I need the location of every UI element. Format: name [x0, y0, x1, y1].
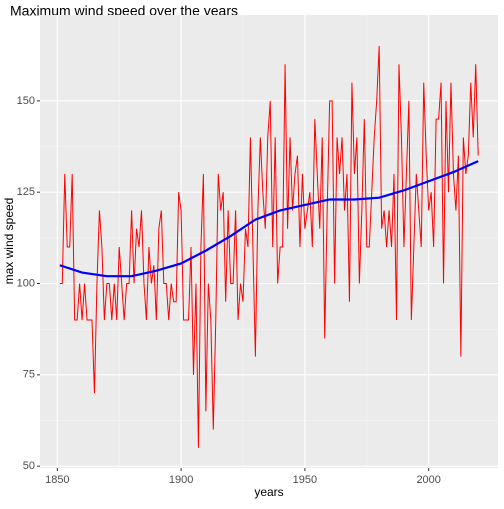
- x-axis-label: years: [254, 485, 283, 499]
- chart-title: Maximum wind speed over the years: [10, 3, 238, 19]
- line: [59, 46, 479, 448]
- y-tick-label: 100: [17, 277, 35, 289]
- y-tick-label: 150: [17, 95, 35, 107]
- x-tick-label: 1950: [293, 474, 317, 486]
- y-tick-label: 75: [23, 369, 35, 381]
- y-tick-label: 125: [17, 186, 35, 198]
- line: [59, 160, 479, 278]
- plot-panel: [40, 15, 498, 468]
- x-tick-label: 2000: [416, 474, 440, 486]
- y-axis-label: max wind speed: [2, 198, 16, 285]
- y-tick-label: 50: [23, 460, 35, 472]
- x-tick-label: 1900: [169, 474, 193, 486]
- x-tick-label: 1850: [45, 474, 69, 486]
